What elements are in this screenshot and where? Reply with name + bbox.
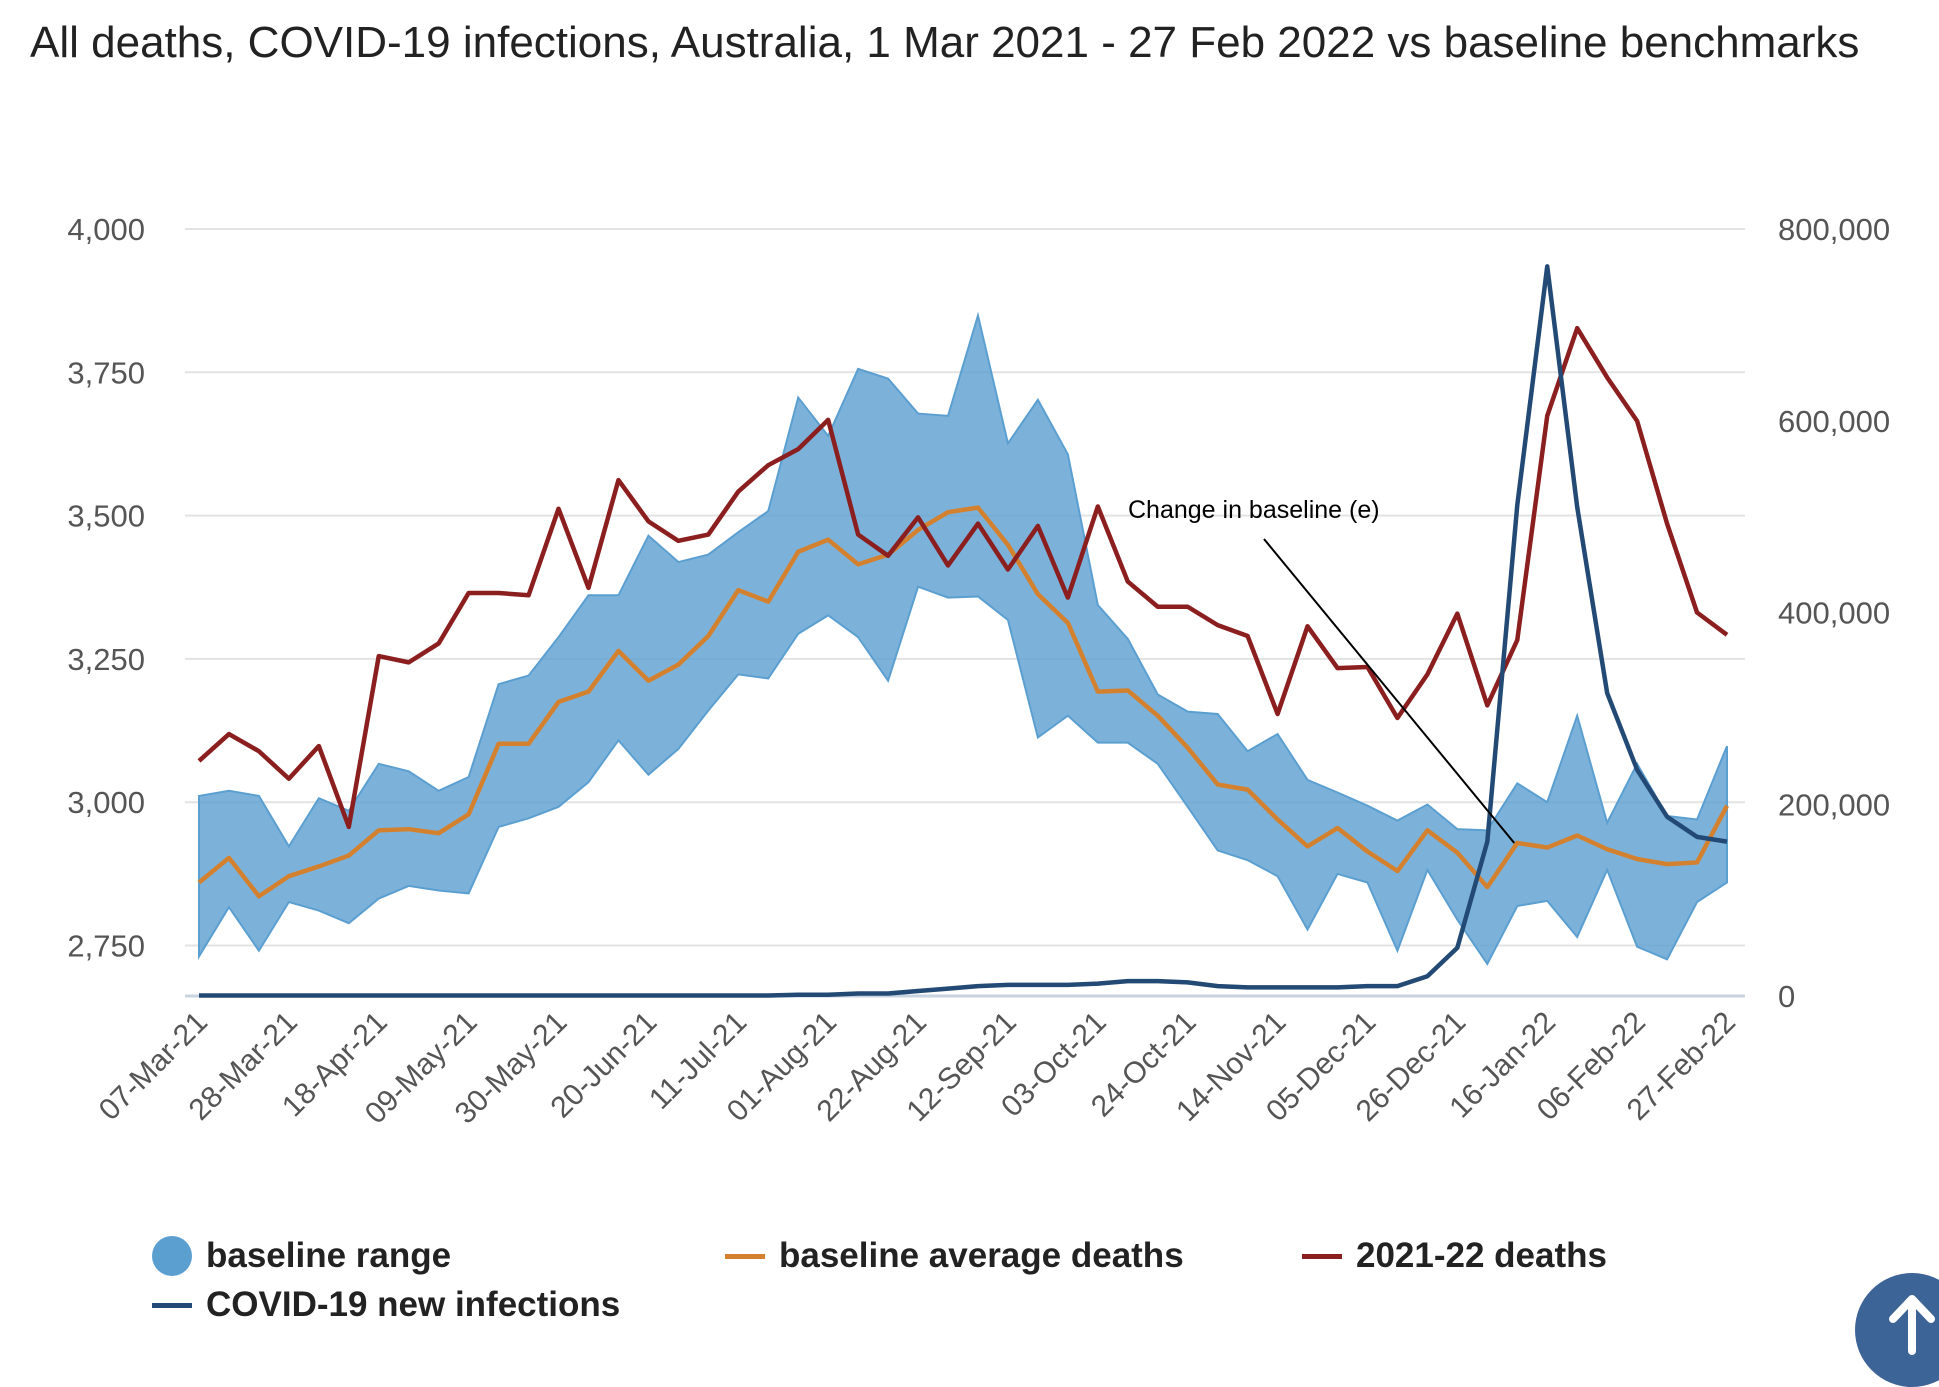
annotation-text: Change in baseline (e) bbox=[1128, 496, 1380, 524]
y-left-tick-label: 3,000 bbox=[67, 785, 145, 820]
y-left-tick-label: 3,250 bbox=[67, 642, 145, 677]
legend-label: 2021-22 deaths bbox=[1356, 1236, 1607, 1275]
legend-label: COVID-19 new infections bbox=[206, 1285, 621, 1324]
y-right-tick-label: 200,000 bbox=[1778, 787, 1890, 822]
series-line-2021-22-deaths bbox=[197, 325, 1729, 830]
legend-label: baseline average deaths bbox=[779, 1236, 1184, 1275]
chart-title: All deaths, COVID-19 infections, Austral… bbox=[30, 18, 1860, 67]
legend-2021-22-deaths[interactable]: 2021-22 deaths bbox=[1302, 1236, 1607, 1276]
series-line-baseline-average-deaths bbox=[197, 505, 1729, 899]
arrow-up-icon bbox=[1889, 1295, 1935, 1355]
y-right-tick-label: 600,000 bbox=[1778, 404, 1890, 439]
legend-swatch bbox=[152, 1302, 192, 1308]
series-line-covid-19-new-infections bbox=[199, 264, 1728, 998]
legend-baseline-average[interactable]: baseline average deaths bbox=[725, 1236, 1184, 1276]
legend-swatch bbox=[1302, 1253, 1342, 1259]
y-left-tick-label: 3,750 bbox=[67, 355, 145, 390]
y-left-tick-label: 3,500 bbox=[67, 499, 145, 534]
annotation-line bbox=[1263, 538, 1516, 844]
y-left-tick-label: 2,750 bbox=[67, 929, 145, 964]
baseline-range-area bbox=[198, 311, 1728, 966]
y-right-tick-label: 800,000 bbox=[1778, 212, 1890, 247]
y-right-tick-label: 400,000 bbox=[1778, 596, 1890, 631]
legend-swatch bbox=[152, 1236, 192, 1276]
legend-covid-infections[interactable]: COVID-19 new infections bbox=[152, 1285, 620, 1325]
legend-swatch bbox=[725, 1253, 765, 1259]
y-left-tick-label: 4,000 bbox=[67, 212, 145, 247]
legend-label: baseline range bbox=[206, 1236, 452, 1275]
legend-baseline-range[interactable]: baseline range bbox=[152, 1236, 451, 1276]
y-right-tick-label: 0 bbox=[1778, 979, 1795, 1014]
chart: 2,750 3,000 3,250 3,500 3,750 4,000 0 200,000 40… bbox=[67, 212, 1890, 1130]
